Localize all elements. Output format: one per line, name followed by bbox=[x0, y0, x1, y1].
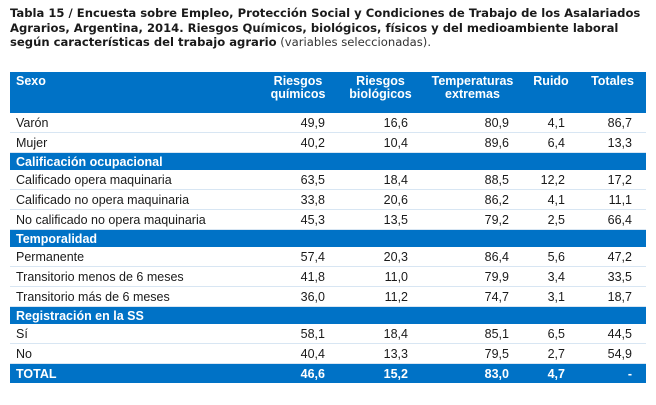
cell-value: 36,0 bbox=[257, 286, 339, 307]
cell-value: 12,2 bbox=[523, 170, 579, 190]
cell-value: 2,7 bbox=[523, 343, 579, 364]
cell-value: 33,8 bbox=[257, 189, 339, 210]
table-row: Varón 49,9 16,6 80,9 4,1 86,7 bbox=[10, 113, 646, 133]
cell-value: 79,2 bbox=[422, 209, 523, 230]
table-row: Transitorio menos de 6 meses 41,8 11,0 79,9… bbox=[10, 266, 646, 287]
header-sexo: Sexo bbox=[10, 72, 257, 113]
table-row: Calificado opera maquinaria 63,5 18,4 88,5 1… bbox=[10, 170, 646, 190]
cell-value: 41,8 bbox=[257, 266, 339, 287]
cell-value: 86,4 bbox=[422, 247, 523, 267]
caption-note: (variables seleccionadas). bbox=[276, 35, 432, 49]
cell-value: 6,5 bbox=[523, 324, 579, 344]
cell-value: 45,3 bbox=[257, 209, 339, 230]
row-label: No bbox=[10, 343, 257, 364]
total-value: 83,0 bbox=[422, 363, 523, 383]
cell-value: 86,2 bbox=[422, 189, 523, 210]
row-label: Transitorio más de 6 meses bbox=[10, 286, 257, 307]
cell-value: 79,9 bbox=[422, 266, 523, 287]
cell-value: 66,4 bbox=[579, 209, 646, 230]
cell-value: 85,1 bbox=[422, 324, 523, 344]
row-label: Varón bbox=[10, 113, 257, 133]
table-row: Permanente 57,4 20,3 86,4 5,6 47,2 bbox=[10, 247, 646, 267]
cell-value: 13,5 bbox=[339, 209, 422, 230]
cell-value: 3,4 bbox=[523, 266, 579, 287]
cell-value: 16,6 bbox=[339, 113, 422, 133]
table-row: No 40,4 13,3 79,5 2,7 54,9 bbox=[10, 343, 646, 364]
total-value: - bbox=[579, 363, 646, 383]
cell-value: 80,9 bbox=[422, 113, 523, 133]
section-row: Temporalidad bbox=[10, 229, 646, 247]
total-label: TOTAL bbox=[10, 363, 257, 383]
cell-value: 40,2 bbox=[257, 132, 339, 153]
cell-value: 79,5 bbox=[422, 343, 523, 364]
cell-value: 40,4 bbox=[257, 343, 339, 364]
cell-value: 20,6 bbox=[339, 189, 422, 210]
total-value: 15,2 bbox=[339, 363, 422, 383]
cell-value: 13,3 bbox=[579, 132, 646, 153]
cell-value: 6,4 bbox=[523, 132, 579, 153]
header-riesgos-quimicos: Riesgos químicos bbox=[257, 72, 339, 113]
total-row: TOTAL 46,6 15,2 83,0 4,7- bbox=[10, 363, 646, 383]
table-row: Transitorio más de 6 meses 36,0 11,2 74,7 3,… bbox=[10, 286, 646, 307]
data-table: Sexo Riesgos químicos Riesgos biológicos… bbox=[10, 72, 646, 383]
row-label: Calificado opera maquinaria bbox=[10, 170, 257, 190]
row-label: No calificado no opera maquinaria bbox=[10, 209, 257, 230]
cell-value: 4,1 bbox=[523, 189, 579, 210]
cell-value: 47,2 bbox=[579, 247, 646, 267]
row-label: Calificado no opera maquinaria bbox=[10, 189, 257, 210]
cell-value: 11,2 bbox=[339, 286, 422, 307]
cell-value: 11,0 bbox=[339, 266, 422, 287]
cell-value: 5,6 bbox=[523, 247, 579, 267]
caption-title: Tabla 15 / Encuesta sobre Empleo, Protec… bbox=[10, 6, 641, 49]
cell-value: 10,4 bbox=[339, 132, 422, 153]
cell-value: 20,3 bbox=[339, 247, 422, 267]
cell-value: 18,7 bbox=[579, 286, 646, 307]
total-value: 4,7 bbox=[523, 363, 579, 383]
cell-value: 18,4 bbox=[339, 324, 422, 344]
cell-value: 89,6 bbox=[422, 132, 523, 153]
cell-value: 3,1 bbox=[523, 286, 579, 307]
row-label: Permanente bbox=[10, 247, 257, 267]
header-riesgos-biologicos: Riesgos biológicos bbox=[339, 72, 422, 113]
row-label: Transitorio menos de 6 meses bbox=[10, 266, 257, 287]
table-row: No calificado no opera maquinaria 45,3 13,… bbox=[10, 209, 646, 230]
table-body: Varón 49,9 16,6 80,9 4,1 86,7 Mujer 40,2 10,4 89,… bbox=[10, 113, 646, 383]
table-row: Mujer 40,2 10,4 89,6 6,4 13,3 bbox=[10, 132, 646, 153]
header-ruido: Ruido bbox=[523, 72, 579, 113]
cell-value: 13,3 bbox=[339, 343, 422, 364]
cell-value: 74,7 bbox=[422, 286, 523, 307]
cell-value: 88,5 bbox=[422, 170, 523, 190]
row-label: Sí bbox=[10, 324, 257, 344]
cell-value: 54,9 bbox=[579, 343, 646, 364]
header-totales: Totales bbox=[579, 72, 646, 113]
cell-value: 44,5 bbox=[579, 324, 646, 344]
section-row: Calificación ocupacional bbox=[10, 152, 646, 170]
cell-value: 4,1 bbox=[523, 113, 579, 133]
cell-value: 11,1 bbox=[579, 189, 646, 210]
cell-value: 33,5 bbox=[579, 266, 646, 287]
cell-value: 17,2 bbox=[579, 170, 646, 190]
cell-value: 63,5 bbox=[257, 170, 339, 190]
cell-value: 18,4 bbox=[339, 170, 422, 190]
cell-value: 57,4 bbox=[257, 247, 339, 267]
cell-value: 58,1 bbox=[257, 324, 339, 344]
table-header: Sexo Riesgos químicos Riesgos biológicos… bbox=[10, 72, 646, 113]
table-row: Sí 58,1 18,4 85,1 6,5 44,5 bbox=[10, 324, 646, 344]
cell-value: 2,5 bbox=[523, 209, 579, 230]
section-title: Registración en la SS bbox=[10, 306, 646, 324]
table-row: Calificado no opera maquinaria 33,8 20,6 86… bbox=[10, 189, 646, 210]
section-title: Temporalidad bbox=[10, 229, 646, 247]
row-label: Mujer bbox=[10, 132, 257, 153]
table-caption: Tabla 15 / Encuesta sobre Empleo, Protec… bbox=[10, 6, 646, 50]
cell-value: 86,7 bbox=[579, 113, 646, 133]
section-title: Calificación ocupacional bbox=[10, 152, 646, 170]
total-value: 46,6 bbox=[257, 363, 339, 383]
cell-value: 49,9 bbox=[257, 113, 339, 133]
section-row: Registración en la SS bbox=[10, 306, 646, 324]
header-temperaturas-extremas: Temperaturas extremas bbox=[422, 72, 523, 113]
